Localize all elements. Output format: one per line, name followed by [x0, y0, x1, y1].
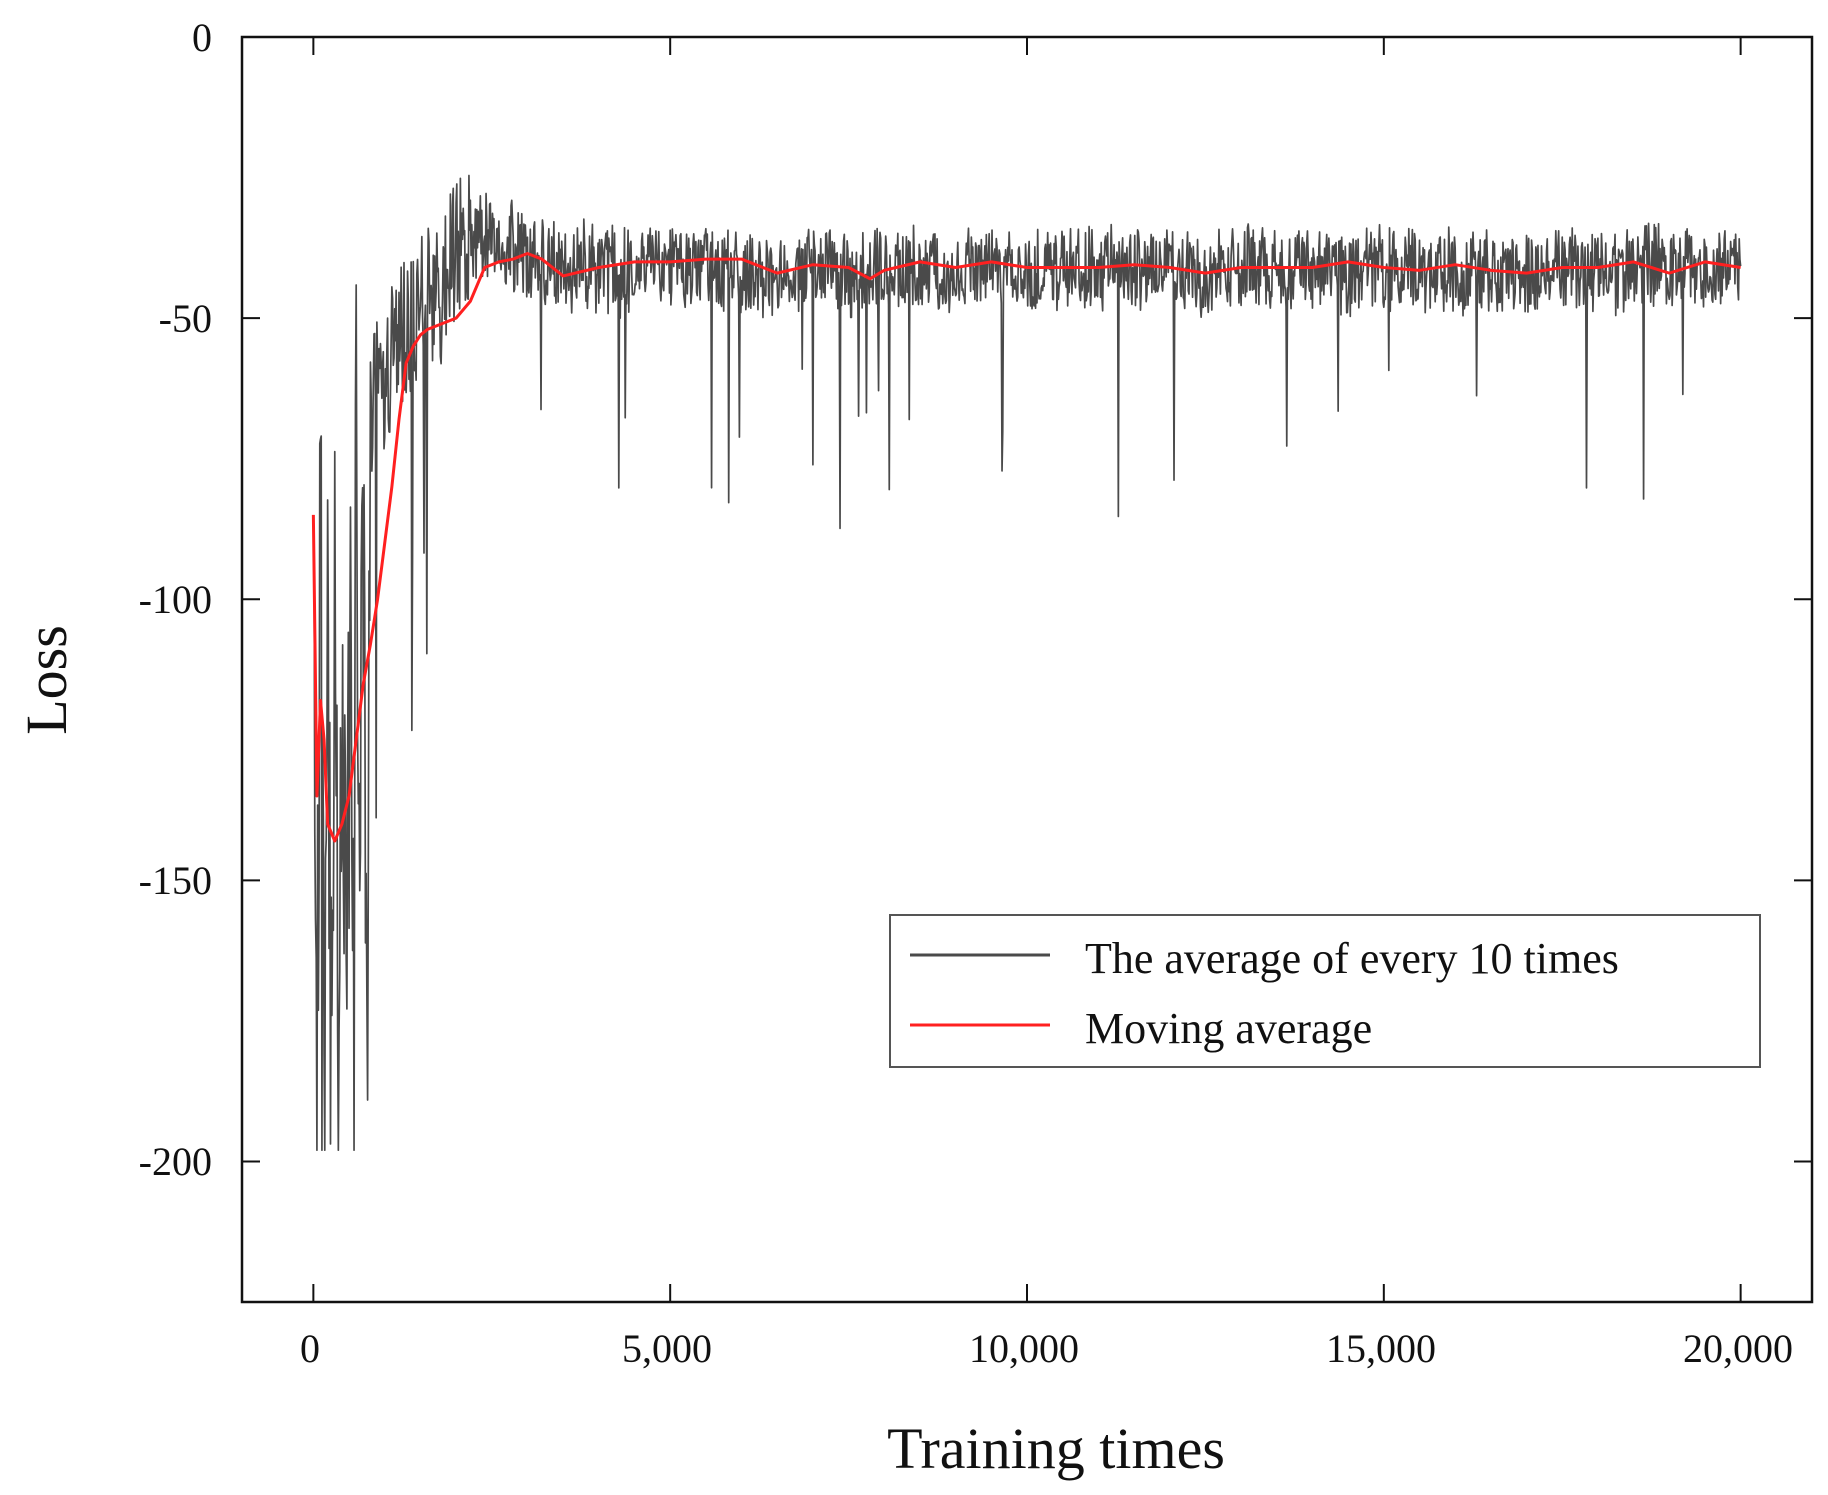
legend-label-average-10: The average of every 10 times	[1085, 934, 1619, 983]
y-tick-label-neg100: -100	[139, 577, 212, 622]
x-tick-label-15000: 15,000	[1326, 1326, 1436, 1371]
plot-area	[240, 35, 1814, 1304]
x-tick-label-20000: 20,000	[1683, 1326, 1793, 1371]
x-axis-title: Training times	[887, 1416, 1225, 1481]
legend-box	[889, 914, 1761, 1068]
x-axis: 0 5,000 10,000 15,000 20,000	[300, 1326, 1793, 1371]
x-tick-label-0: 0	[300, 1326, 320, 1371]
legend: The average of every 10 times Moving ave…	[889, 914, 1761, 1068]
y-tick-label-neg200: -200	[139, 1139, 212, 1184]
y-axis: 0 -50 -100 -150 -200	[139, 15, 212, 1184]
x-tick-label-10000: 10,000	[969, 1326, 1079, 1371]
legend-label-moving-average: Moving average	[1085, 1004, 1372, 1053]
y-tick-label-neg150: -150	[139, 858, 212, 903]
y-tick-label-0: 0	[192, 15, 212, 60]
x-tick-label-5000: 5,000	[622, 1326, 712, 1371]
gridlines	[242, 36, 1812, 1302]
series-layer	[311, 174, 1742, 1152]
series-average-of-every-10-times-line	[312, 174, 1742, 1152]
y-axis-title: Loss	[14, 625, 79, 735]
series-moving-average-line	[311, 251, 1741, 843]
y-tick-label-neg50: -50	[159, 296, 212, 341]
